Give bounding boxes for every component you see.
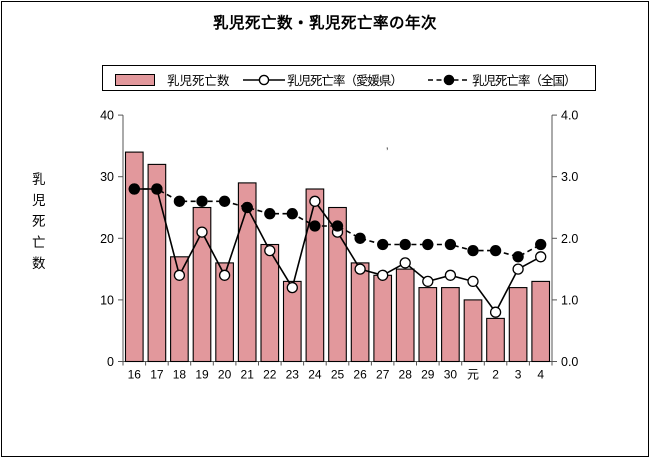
svg-text:30: 30: [444, 368, 458, 382]
svg-text:元: 元: [467, 368, 479, 382]
svg-text:22: 22: [263, 368, 277, 382]
svg-text:0: 0: [107, 355, 114, 369]
svg-text:20: 20: [218, 368, 232, 382]
svg-text:2: 2: [492, 368, 499, 382]
svg-text:28: 28: [399, 368, 413, 382]
svg-text:25: 25: [331, 368, 345, 382]
svg-text:4: 4: [537, 368, 544, 382]
svg-text:29: 29: [421, 368, 435, 382]
svg-text:0.0: 0.0: [561, 355, 578, 369]
svg-text:’: ’: [386, 146, 388, 158]
svg-text:20: 20: [100, 232, 114, 246]
svg-text:19: 19: [195, 368, 209, 382]
svg-text:16: 16: [128, 368, 142, 382]
svg-text:18: 18: [173, 368, 187, 382]
svg-text:24: 24: [308, 368, 322, 382]
svg-text:3.0: 3.0: [561, 170, 578, 184]
svg-text:17: 17: [150, 368, 164, 382]
svg-text:21: 21: [241, 368, 255, 382]
svg-text:26: 26: [353, 368, 367, 382]
svg-text:27: 27: [376, 368, 390, 382]
svg-text:1.0: 1.0: [561, 293, 578, 307]
svg-text:2.0: 2.0: [561, 232, 578, 246]
svg-text:23: 23: [286, 368, 300, 382]
svg-text:10: 10: [100, 293, 114, 307]
svg-text:3: 3: [515, 368, 522, 382]
svg-text:30: 30: [100, 170, 114, 184]
svg-text:40: 40: [100, 109, 114, 123]
svg-text:4.0: 4.0: [561, 109, 578, 123]
